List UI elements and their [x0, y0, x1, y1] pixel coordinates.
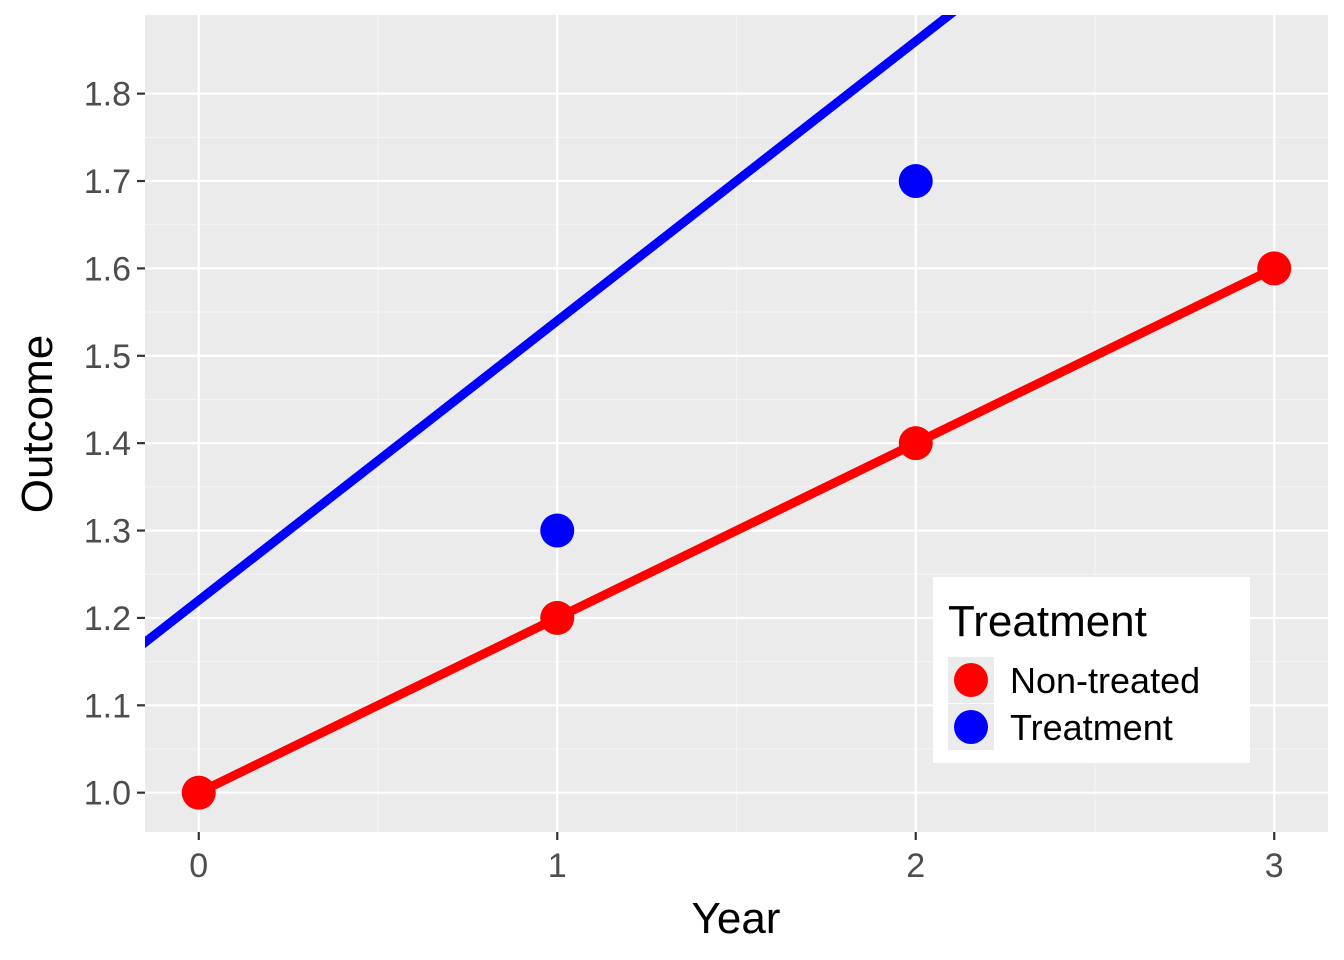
major-gridlines	[145, 15, 1328, 832]
non-treated-legend-label: Non-treated	[1010, 660, 1200, 701]
non-treated-legend-key	[954, 663, 988, 697]
series-lines	[145, 15, 1277, 797]
non-treated-data-point	[898, 426, 933, 461]
x-axis: 0 1 2 3	[189, 832, 1284, 885]
treatment-data-point	[540, 513, 575, 548]
treatment-legend-key	[954, 710, 988, 744]
y-tick-label: 1.5	[84, 338, 131, 376]
legend-title: Treatment	[948, 597, 1147, 646]
y-tick-label: 1.3	[84, 513, 131, 551]
non-treated-series-line	[196, 264, 1277, 797]
y-tick-label: 1.1	[84, 687, 131, 725]
minor-gridlines	[145, 15, 1328, 832]
y-tick-label: 1.7	[84, 163, 131, 201]
x-tick-label: 3	[1265, 847, 1284, 885]
y-tick-label: 1.6	[84, 250, 131, 288]
y-tick-label: 1.0	[84, 775, 131, 813]
y-tick-label: 1.4	[84, 425, 131, 463]
legend: Treatment Non-treated Treatment	[933, 577, 1250, 763]
non-treated-data-point	[1257, 251, 1292, 286]
y-axis-title: Outcome	[13, 335, 62, 514]
y-tick-label: 1.8	[84, 76, 131, 114]
treatment-data-point	[898, 164, 933, 199]
x-axis-title: Year	[692, 894, 781, 943]
x-tick-label: 0	[189, 847, 208, 885]
non-treated-data-point	[181, 775, 216, 810]
x-tick-label: 1	[548, 847, 567, 885]
y-axis: 1.0 1.1 1.2 1.3 1.4 1.5 1.6 1.7 1.8	[84, 76, 145, 813]
series-points	[181, 164, 1292, 810]
y-tick-label: 1.2	[84, 600, 131, 638]
treatment-series-line	[145, 15, 957, 649]
non-treated-data-point	[540, 600, 575, 635]
treatment-legend-label: Treatment	[1010, 707, 1173, 748]
legend-items: Non-treated Treatment	[948, 657, 1200, 750]
x-tick-label: 2	[906, 847, 925, 885]
